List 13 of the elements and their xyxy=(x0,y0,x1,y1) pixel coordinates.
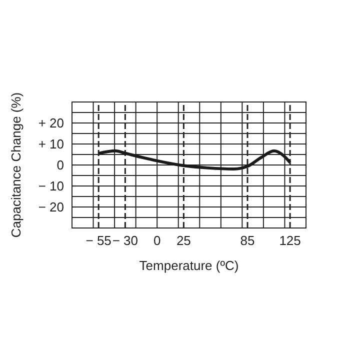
x-axis-title: Temperature (ºC) xyxy=(139,258,239,273)
x-tick-label: − 55 xyxy=(86,233,112,248)
x-tick-label: 25 xyxy=(176,233,191,248)
y-tick-label: + 20 xyxy=(38,116,64,131)
x-tick-label: 85 xyxy=(240,233,255,248)
y-tick-label: − 20 xyxy=(38,200,64,215)
y-tick-label: 0 xyxy=(56,158,64,173)
x-tick-label: 125 xyxy=(279,233,301,248)
x-tick-label: 0 xyxy=(153,233,161,248)
y-tick-label: + 10 xyxy=(38,136,64,152)
x-tick-label: − 30 xyxy=(112,233,138,248)
y-axis-title: Capacitance Change (%) xyxy=(8,92,24,238)
y-tick-label: − 10 xyxy=(38,178,64,194)
